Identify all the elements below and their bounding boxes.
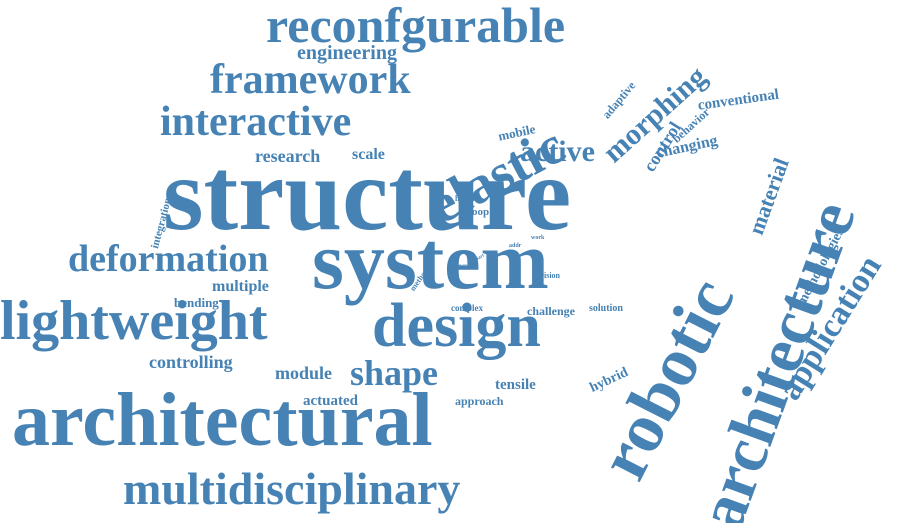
word-approach: approach [455,394,504,408]
word-architectural: architectural [12,378,433,462]
word-scale: scale [352,146,385,163]
word-multidisciplinary: multidisciplinary [123,463,461,514]
word-module: module [275,363,333,383]
word-addr: addr [509,243,522,249]
word-focus: focus [456,262,472,270]
word-complex: complex [451,303,483,313]
word-deformation: deformation [68,238,269,280]
word-active: active [520,135,595,168]
word-shape: shape [350,353,439,393]
word-solution: solution [589,303,623,314]
word-vision: vision [540,271,561,280]
word-reconfgurable: reconfgurable [266,0,566,53]
word-framework: framework [210,57,411,103]
word-human: human [455,194,480,203]
word-actuated: actuated [303,393,358,409]
word-interactive: interactive [160,99,352,145]
word-material: material [743,154,794,238]
word-conventional: conventional [696,86,780,114]
word-challenge: challenge [527,304,575,318]
word-multiple: multiple [212,278,269,295]
word-design: design [372,292,541,360]
word-structure: structure [163,137,572,252]
word-research: research [255,146,321,166]
word-bending: bending [174,295,219,310]
word-system: system [312,215,549,306]
word-tensile: tensile [495,377,536,393]
word-work: work [531,235,545,241]
word-lightweight: lightweight [0,290,268,352]
word-engineering: engineering [297,42,397,64]
word-loop: loop [469,206,490,218]
word-controlling: controlling [149,352,233,372]
